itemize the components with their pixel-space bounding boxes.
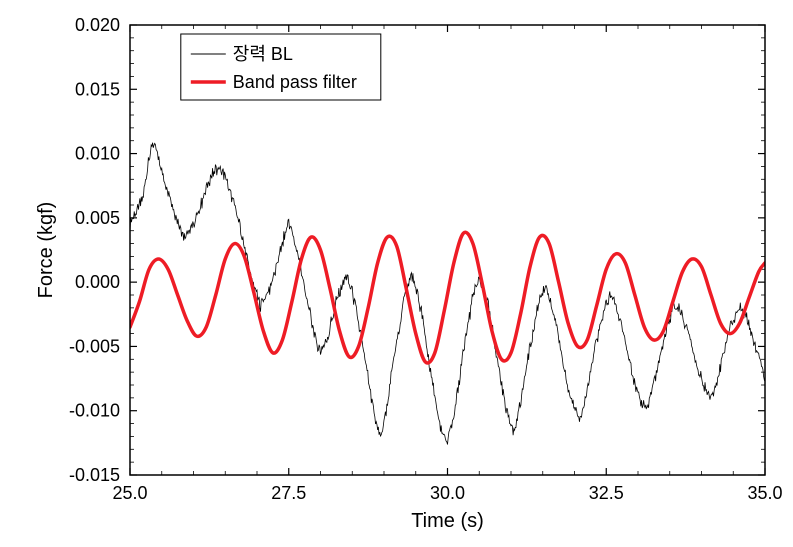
y-tick-label: 0.000 [75,272,120,292]
x-tick-label: 27.5 [271,483,306,503]
y-tick-label: -0.015 [69,465,120,485]
y-tick-label: -0.010 [69,401,120,421]
y-tick-label: 0.010 [75,144,120,164]
legend-item-label: 장력 BL [233,44,293,64]
y-tick-label: 0.020 [75,15,120,35]
y-axis-label: Force (kgf) [35,202,57,299]
y-tick-label: 0.015 [75,79,120,99]
legend-item-label: Band pass filter [233,72,357,92]
legend: 장력 BL Band pass filter [181,34,381,100]
chart-svg: -0.015 -0.010 -0.005 0.000 0.005 0.010 0.015 0.… [0,0,793,547]
y-tick-label: -0.005 [69,336,120,356]
chart-container: -0.015 -0.010 -0.005 0.000 0.005 0.010 0.015 0.… [0,0,793,547]
x-tick-label: 35.0 [747,483,782,503]
x-tick-label: 25.0 [112,483,147,503]
y-tick-label: 0.005 [75,208,120,228]
x-axis-label: Time (s) [411,510,484,532]
x-tick-label: 30.0 [430,483,465,503]
x-tick-label: 32.5 [589,483,624,503]
